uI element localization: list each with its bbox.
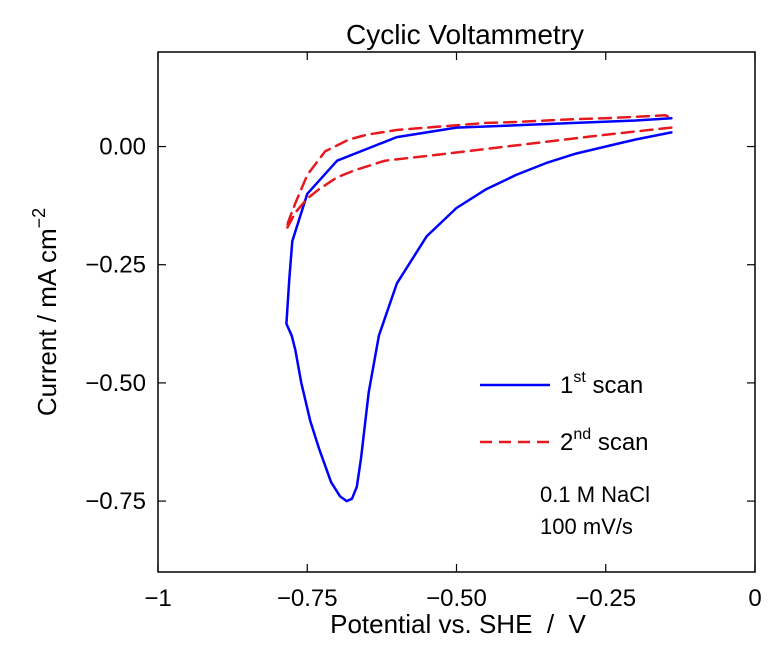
legend: 1st scan 2nd scan — [480, 369, 649, 456]
x-tick-label: −0.75 — [277, 585, 338, 612]
x-axis-ticks: −1 −0.75 −0.50 −0.25 0 — [144, 52, 762, 612]
legend-label-1st-tail: scan — [586, 372, 643, 399]
annotation-electrolyte: 0.1 M NaCl — [540, 482, 650, 507]
legend-label-2nd-base: 2 — [560, 429, 573, 456]
y-tick-label: 0.00 — [99, 134, 146, 161]
x-tick-label: 0 — [748, 585, 761, 612]
x-axis-title: Potential vs. SHE / V — [330, 609, 586, 639]
legend-label-1st-base: 1 — [560, 372, 573, 399]
y-tick-label: −0.75 — [85, 488, 146, 515]
y-axis-title-main: Current / mA cm — [32, 228, 62, 416]
legend-label-2nd-sup: nd — [573, 426, 591, 443]
y-tick-label: −0.50 — [85, 370, 146, 397]
series-line-1st-scan — [285, 116, 673, 503]
plot-frame — [157, 51, 756, 573]
y-axis-ticks: 0.00 −0.25 −0.50 −0.75 — [85, 134, 755, 515]
y-axis-title: Current / mA cm−2 — [29, 208, 62, 416]
x-tick-label: −0.50 — [426, 585, 487, 612]
x-tick-label: −1 — [144, 585, 171, 612]
chart-title: Cyclic Voltammetry — [346, 19, 584, 50]
annotation-scan-rate: 100 mV/s — [540, 514, 633, 539]
legend-label-2nd-scan: 2nd scan — [560, 426, 649, 456]
series-layer — [285, 114, 673, 503]
y-tick-label: −0.25 — [85, 252, 146, 279]
legend-label-2nd-tail: scan — [591, 429, 648, 456]
y-axis-title-sup: −2 — [29, 208, 49, 229]
series-line-2nd-scan — [285, 114, 673, 231]
legend-label-1st-sup: st — [573, 369, 586, 386]
legend-label-1st-scan: 1st scan — [560, 369, 643, 399]
x-tick-label: −0.25 — [575, 585, 636, 612]
